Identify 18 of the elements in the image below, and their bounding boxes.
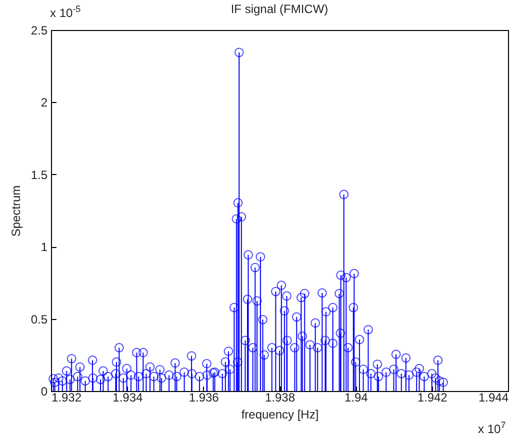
x-tick-label: 1.944 <box>478 390 509 404</box>
x-tick-label: 1.938 <box>264 390 296 404</box>
y-tick-label: 1 <box>40 240 48 254</box>
text: x 10$^{-5}$ <box>50 4 81 20</box>
x-tick-label: 1.94 <box>344 390 368 404</box>
chart-title: IF signal (FMICW) <box>230 2 328 16</box>
y-axis-title: Spectrum <box>8 185 23 237</box>
y-tick-label: 1.5 <box>30 168 48 182</box>
y-tick-label: 0 <box>40 384 48 398</box>
y-tick-label: 2.5 <box>30 24 48 38</box>
x-tick-label: 1.932 <box>52 390 82 404</box>
x-axis-title: frequency [Hz] <box>241 408 319 422</box>
y-tick-label: 0.5 <box>30 312 48 326</box>
x-tick-label: 1.936 <box>188 390 220 404</box>
text: x 10$^{7}$ <box>478 420 506 436</box>
x-tick-label: 1.942 <box>417 390 448 404</box>
y-tick-label: 2 <box>40 96 48 110</box>
x-tick-label: 1.934 <box>112 390 144 404</box>
